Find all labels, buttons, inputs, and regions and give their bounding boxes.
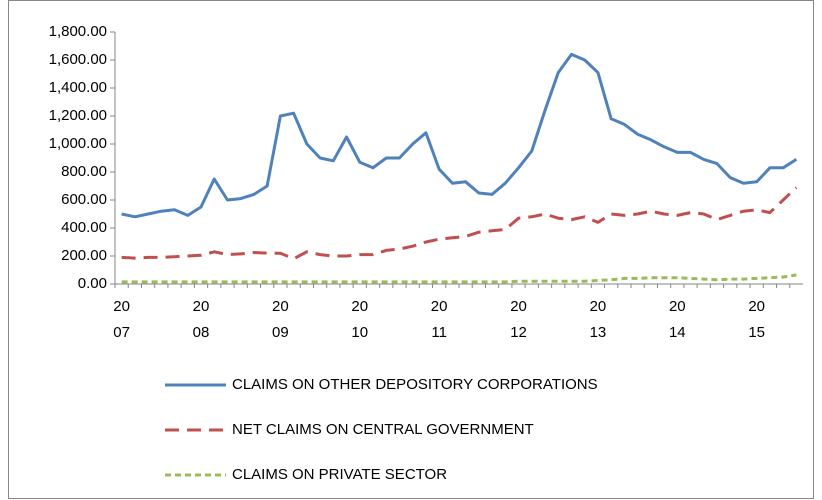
- x-tick-label: 20 13: [590, 298, 607, 341]
- x-tick-label: 20 15: [748, 298, 765, 341]
- series-line: [121, 186, 798, 261]
- y-tick-label: 600.00: [61, 191, 107, 208]
- x-tick-label: 20 09: [272, 298, 289, 341]
- x-tick-label-line: 15: [748, 324, 765, 341]
- series-line: [121, 52, 798, 219]
- x-tick-label-line: 20: [748, 298, 765, 315]
- legend-label: CLAIMS ON OTHER DEPOSITORY CORPORATIONS: [232, 376, 598, 393]
- series-line: [121, 273, 797, 284]
- x-tick-label-line: 07: [113, 324, 130, 341]
- x-tick-label-line: 20: [590, 298, 607, 315]
- chart-border: [8, 0, 814, 499]
- x-tick-label: 20 10: [351, 298, 368, 341]
- x-tick-label: 20 14: [669, 298, 686, 341]
- x-tick-label-line: 20: [510, 298, 527, 315]
- y-tick-label: 800.00: [61, 163, 107, 180]
- y-tick-label: 0.00: [78, 275, 107, 292]
- x-tick-label-line: 11: [431, 324, 447, 341]
- y-tick-label: 400.00: [61, 219, 107, 236]
- y-tick-label: 1,600.00: [49, 51, 107, 68]
- x-tick-label: 20 11: [431, 298, 448, 341]
- x-tick-label-line: 20: [351, 298, 368, 315]
- x-tick-label: 20 07: [113, 298, 130, 341]
- x-tick-label-line: 12: [510, 324, 527, 341]
- x-tick-label-line: 08: [193, 324, 210, 341]
- x-tick-label-line: 20: [193, 298, 210, 315]
- y-tick-label: 1,800.00: [49, 23, 107, 40]
- x-tick-label: 20 08: [193, 298, 210, 341]
- legend-label: NET CLAIMS ON CENTRAL GOVERNMENT: [232, 421, 534, 438]
- y-tick-label: 200.00: [61, 247, 107, 264]
- x-tick-label-line: 20: [272, 298, 289, 315]
- x-tick-label-line: 10: [351, 324, 368, 341]
- x-tick-label-line: 13: [590, 324, 607, 341]
- y-tick-label: 1,400.00: [49, 79, 107, 96]
- x-tick-label-line: 20: [669, 298, 686, 315]
- x-tick-label: 20 12: [510, 298, 527, 341]
- x-tick-label-line: 20: [431, 298, 448, 315]
- y-tick-label: 1,200.00: [49, 107, 107, 124]
- x-tick-label-line: 14: [669, 324, 686, 341]
- y-tick-label: 1,000.00: [49, 135, 107, 152]
- x-tick-label-line: 20: [113, 298, 130, 315]
- legend-label: CLAIMS ON PRIVATE SECTOR: [232, 466, 447, 483]
- x-tick-label-line: 09: [272, 324, 289, 341]
